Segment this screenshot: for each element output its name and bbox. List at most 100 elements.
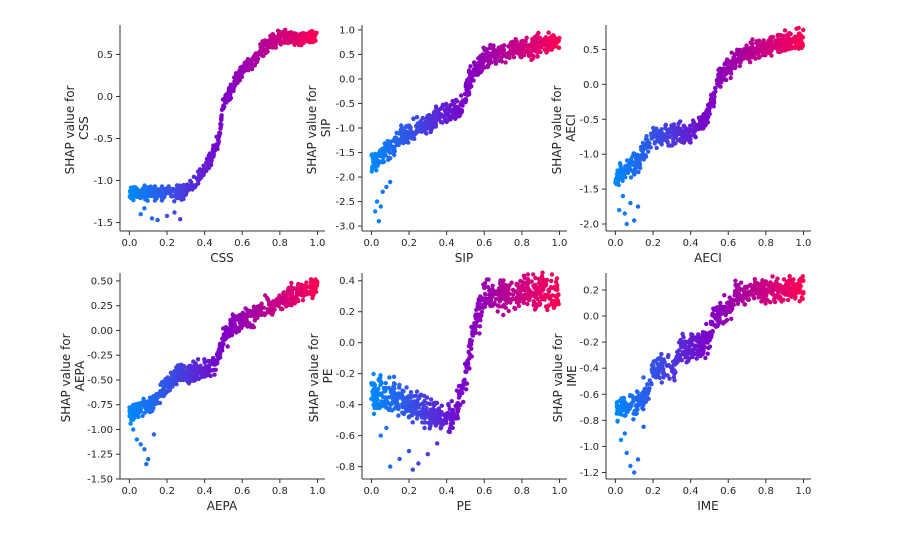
- data-point: [477, 305, 482, 311]
- data-point: [381, 385, 387, 391]
- data-point: [698, 119, 703, 124]
- data-point: [735, 301, 741, 307]
- x-tick-label: 1.0: [552, 486, 568, 497]
- data-point: [772, 284, 777, 289]
- y-tick-label: -1.0: [579, 442, 599, 453]
- data-point: [484, 277, 490, 282]
- data-point: [455, 409, 460, 414]
- y-axis-label: SHAP value for CSS: [63, 82, 91, 175]
- data-point: [185, 373, 191, 379]
- x-tick-label: 1.0: [552, 238, 568, 249]
- data-point: [682, 129, 688, 134]
- data-point: [268, 308, 273, 313]
- data-point: [652, 141, 657, 146]
- outlier-point: [138, 442, 143, 447]
- data-point: [383, 396, 389, 401]
- x-tick-label: 0.4: [197, 238, 213, 249]
- data-point: [235, 315, 240, 320]
- data-point: [545, 307, 550, 313]
- data-point: [789, 46, 794, 51]
- data-point: [469, 84, 474, 89]
- data-point: [222, 96, 227, 101]
- data-point: [309, 37, 314, 42]
- data-point: [479, 313, 484, 318]
- data-point: [158, 188, 163, 193]
- data-point: [434, 117, 440, 123]
- data-point: [128, 421, 133, 426]
- data-point: [549, 47, 554, 52]
- data-point: [548, 293, 553, 299]
- data-point: [401, 140, 406, 146]
- outlier-point: [388, 464, 393, 469]
- data-point: [394, 130, 399, 135]
- data-point: [284, 304, 289, 309]
- scatter-points: [127, 27, 319, 223]
- data-point: [503, 305, 508, 310]
- data-point: [753, 48, 758, 54]
- data-point: [131, 185, 137, 190]
- x-tick-label: 0.8: [514, 486, 530, 497]
- data-point: [488, 294, 493, 299]
- data-point: [459, 108, 465, 113]
- data-point: [472, 68, 477, 73]
- data-point: [274, 297, 279, 303]
- y-tick-label: -0.5: [335, 99, 355, 110]
- data-point: [261, 305, 266, 310]
- data-point: [509, 280, 514, 285]
- data-point: [434, 400, 440, 406]
- data-point: [729, 59, 734, 64]
- data-point: [725, 66, 731, 71]
- data-point: [492, 300, 497, 306]
- scatter-points: [127, 277, 320, 467]
- data-point: [696, 344, 701, 349]
- data-point: [453, 99, 459, 104]
- data-point: [623, 405, 628, 410]
- data-point: [710, 311, 715, 316]
- data-point: [729, 316, 734, 321]
- x-tick-label: 0.8: [758, 486, 774, 497]
- data-point: [716, 320, 722, 325]
- data-point: [737, 47, 743, 53]
- x-tick-label: 0.6: [720, 486, 736, 497]
- data-point: [289, 303, 294, 308]
- outlier-point: [635, 204, 641, 209]
- outlier-point: [373, 209, 378, 214]
- data-point: [488, 60, 493, 65]
- data-point: [627, 162, 632, 167]
- y-tick-label: -0.25: [87, 351, 113, 362]
- data-point: [212, 360, 218, 365]
- data-point: [477, 331, 482, 336]
- data-point: [776, 37, 781, 42]
- outlier-point: [416, 461, 421, 466]
- data-point: [409, 129, 414, 134]
- data-point: [692, 351, 697, 357]
- data-point: [169, 194, 175, 199]
- data-point: [514, 39, 519, 44]
- data-point: [733, 278, 738, 283]
- data-point: [279, 295, 284, 300]
- data-point: [763, 50, 768, 55]
- outlier-point: [410, 467, 415, 472]
- data-point: [296, 285, 301, 290]
- data-point: [223, 99, 228, 105]
- data-point: [698, 353, 703, 359]
- data-point: [720, 72, 726, 77]
- y-tick-label: -0.4: [579, 364, 599, 375]
- data-point: [401, 411, 407, 417]
- data-point: [670, 368, 676, 373]
- data-point: [477, 62, 482, 68]
- data-point: [426, 420, 431, 425]
- data-point: [555, 298, 561, 304]
- y-tick-label: -1.0: [335, 124, 355, 135]
- data-point: [638, 144, 644, 150]
- data-point: [733, 61, 738, 66]
- data-point: [658, 367, 663, 372]
- data-point: [475, 318, 480, 324]
- data-point: [781, 277, 787, 282]
- data-point: [663, 122, 668, 128]
- data-point: [684, 360, 689, 365]
- data-point: [304, 292, 309, 297]
- data-point: [548, 285, 553, 290]
- y-axis-label: SHAP value for AECI: [550, 82, 578, 175]
- data-point: [470, 331, 475, 337]
